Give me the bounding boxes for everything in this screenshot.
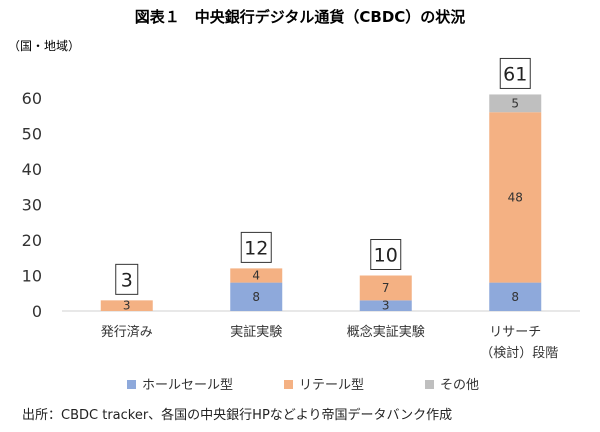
total-box (240, 231, 272, 263)
total-box (115, 263, 139, 295)
total-value-label: 3 (121, 269, 133, 291)
source-note: 出所：CBDC tracker、各国の中央銀行HPなどより帝国データバンク作成 (22, 407, 452, 423)
y-tick-label: 0 (32, 302, 42, 321)
total-value-label: 10 (374, 245, 398, 267)
y-tick-label: 10 (22, 267, 42, 286)
bar-segment (489, 94, 542, 113)
bars: 3 3 8 4 12 3 7 10 8 48 5 61 (100, 57, 542, 313)
y-tick-label: 30 (22, 196, 42, 215)
total-value-label: 61 (503, 63, 527, 85)
segment-value-label: 8 (511, 290, 519, 304)
bar-segment (230, 268, 283, 283)
y-tick-label: 50 (22, 125, 42, 144)
bar-segment (489, 282, 542, 311)
category-label: 実証実験 (230, 324, 282, 340)
legend-label: ホールセール型 (142, 378, 233, 393)
chart-title: 図表１ 中央銀行デジタル通貨（CBDC）の状況 (135, 8, 466, 26)
total-value-label: 12 (244, 237, 268, 259)
category-label: 概念実証実験 (347, 324, 425, 340)
category-label: （検討）段階 (480, 345, 558, 361)
legend: ホールセール型 リテール型 その他 (127, 378, 479, 393)
segment-value-label: 7 (382, 281, 390, 295)
x-axis: 発行済み 実証実験 概念実証実験 リサーチ （検討）段階 (101, 324, 559, 361)
bar-segment (359, 300, 412, 311)
legend-label: リテール型 (299, 378, 364, 393)
y-tick-label: 20 (22, 231, 42, 250)
legend-swatch (425, 380, 434, 389)
category-label: 発行済み (101, 324, 153, 340)
bar-segment (359, 275, 412, 301)
bar-segment (100, 300, 153, 311)
legend-label: その他 (440, 378, 479, 393)
bar-segment (230, 282, 283, 311)
segment-value-label: 5 (511, 96, 519, 110)
segment-value-label: 3 (123, 299, 131, 313)
unit-label: （国・地域） (8, 39, 80, 53)
segment-value-label: 48 (508, 190, 523, 204)
total-box (499, 57, 531, 89)
legend-swatch (127, 380, 136, 389)
segment-value-label: 8 (252, 290, 260, 304)
segment-value-label: 4 (252, 269, 260, 283)
bar-segment (489, 112, 542, 283)
total-box (370, 239, 402, 270)
y-tick-label: 60 (22, 89, 42, 108)
y-tick-label: 40 (22, 160, 42, 179)
category-label: リサーチ (489, 325, 541, 340)
legend-swatch (284, 380, 293, 389)
segment-value-label: 3 (382, 299, 390, 313)
